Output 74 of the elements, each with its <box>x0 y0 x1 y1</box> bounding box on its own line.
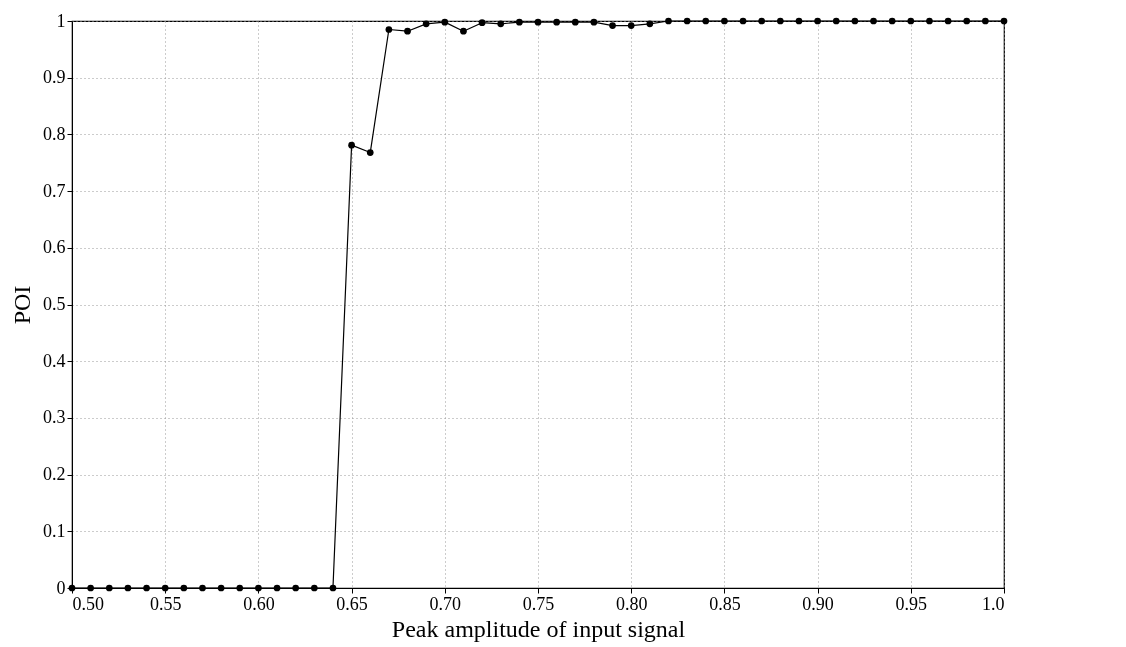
x-tick-label: 0.80 <box>615 593 648 614</box>
point <box>143 584 150 592</box>
x-axis-title: Peak amplitude of input signal <box>391 615 686 642</box>
x-tick-label: 0.90 <box>802 593 834 614</box>
point <box>236 584 244 592</box>
y-tick-label: 1 <box>56 10 66 31</box>
point <box>665 17 672 25</box>
point <box>385 26 393 33</box>
point <box>217 584 225 592</box>
point <box>1000 17 1008 25</box>
x-tick-label: 0.65 <box>336 593 368 614</box>
x-tick-label: 0.85 <box>709 593 741 614</box>
y-tick-label: 0.2 <box>43 464 66 485</box>
point <box>199 584 206 592</box>
point <box>683 17 691 25</box>
x-tick-label: 0.70 <box>429 593 462 614</box>
point <box>571 18 579 26</box>
y-tick-label: 0.6 <box>43 237 66 258</box>
point <box>944 17 952 25</box>
point <box>124 584 132 592</box>
point <box>478 19 486 27</box>
point <box>180 584 188 592</box>
point <box>87 584 94 592</box>
point <box>404 27 411 35</box>
x-tick-label: 0.95 <box>895 593 928 614</box>
point <box>851 17 859 25</box>
point <box>832 17 840 25</box>
point <box>366 149 374 156</box>
point <box>105 584 113 592</box>
point <box>310 584 318 592</box>
x-tick-label: 0.55 <box>149 593 182 614</box>
y-tick-label: 0.9 <box>43 67 66 88</box>
point <box>870 17 877 25</box>
point <box>348 141 355 149</box>
y-tick-label: 0.8 <box>43 123 66 144</box>
point <box>292 584 300 592</box>
point <box>273 584 281 592</box>
y-tick-label: 0.7 <box>43 180 66 201</box>
point <box>590 18 598 26</box>
point <box>534 18 542 26</box>
point <box>814 17 821 25</box>
point <box>553 18 560 26</box>
point <box>888 17 896 25</box>
point <box>329 584 337 592</box>
x-tick-label: 0.75 <box>522 593 555 614</box>
point <box>926 17 933 25</box>
point <box>795 17 803 25</box>
point <box>441 18 449 26</box>
point <box>497 20 505 28</box>
y-axis-title: POI <box>9 285 35 325</box>
point <box>646 20 654 28</box>
point <box>161 584 169 592</box>
point <box>758 17 766 25</box>
point <box>422 20 430 28</box>
point <box>255 584 262 592</box>
y-tick-label: 0.1 <box>43 520 66 541</box>
point <box>739 17 747 25</box>
point <box>627 22 635 29</box>
y-tick-label: 0 <box>56 577 66 598</box>
point <box>963 17 971 25</box>
point <box>460 27 467 35</box>
y-tick-label: 0.4 <box>43 350 66 371</box>
point <box>776 17 784 25</box>
x-tick-label: 1.0 <box>982 593 1005 614</box>
x-tick-label: 0.50 <box>72 593 104 614</box>
x-tick-label: 0.60 <box>243 593 275 614</box>
y-tick-label: 0.3 <box>43 407 66 428</box>
point <box>516 18 523 26</box>
point <box>609 22 616 29</box>
point <box>702 17 710 25</box>
point <box>721 17 728 25</box>
y-tick-label: 0.5 <box>43 294 66 314</box>
point <box>982 17 989 25</box>
point <box>907 17 915 25</box>
